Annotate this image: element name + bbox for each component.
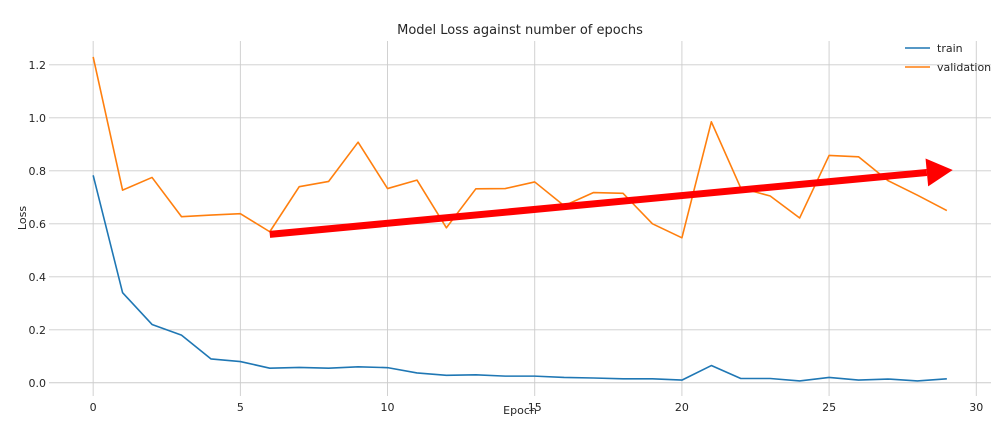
y-tick-label: 0.2 bbox=[29, 324, 47, 337]
trend-arrow-head bbox=[925, 158, 953, 187]
x-tick-label: 5 bbox=[237, 401, 244, 414]
y-axis-label: Loss bbox=[16, 206, 29, 230]
x-tick-label: 0 bbox=[90, 401, 97, 414]
y-tick-label: 0.0 bbox=[29, 377, 47, 390]
annotations bbox=[269, 158, 953, 238]
series-line-train bbox=[92, 175, 947, 382]
y-tick-label: 0.6 bbox=[29, 218, 47, 231]
legend-label-validation: validation bbox=[937, 61, 991, 74]
tick-labels: 0 5 10 15 20 25 30 0.0 0.2 0.4 0.6 0.8 1.0 1.2 bbox=[29, 59, 984, 414]
x-axis-label: Epoch bbox=[503, 404, 537, 417]
y-tick-label: 1.2 bbox=[29, 59, 47, 72]
trend-arrow-shaft bbox=[269, 168, 928, 238]
chart-title: Model Loss against number of epochs bbox=[397, 23, 643, 38]
x-tick-label: 25 bbox=[822, 401, 836, 414]
plot-background bbox=[49, 41, 991, 396]
x-tick-label: 10 bbox=[381, 401, 395, 414]
series-lines bbox=[92, 56, 948, 382]
y-tick-label: 1.0 bbox=[29, 112, 47, 125]
x-tick-label: 30 bbox=[969, 401, 983, 414]
x-tick-label: 15 bbox=[528, 401, 542, 414]
y-tick-label: 0.4 bbox=[29, 271, 47, 284]
x-tick-label: 20 bbox=[675, 401, 689, 414]
legend: train validation bbox=[905, 42, 991, 74]
y-tick-label: 0.8 bbox=[29, 165, 47, 178]
series-line-validation bbox=[92, 56, 948, 239]
grid bbox=[49, 41, 991, 396]
legend-label-train: train bbox=[937, 42, 963, 55]
